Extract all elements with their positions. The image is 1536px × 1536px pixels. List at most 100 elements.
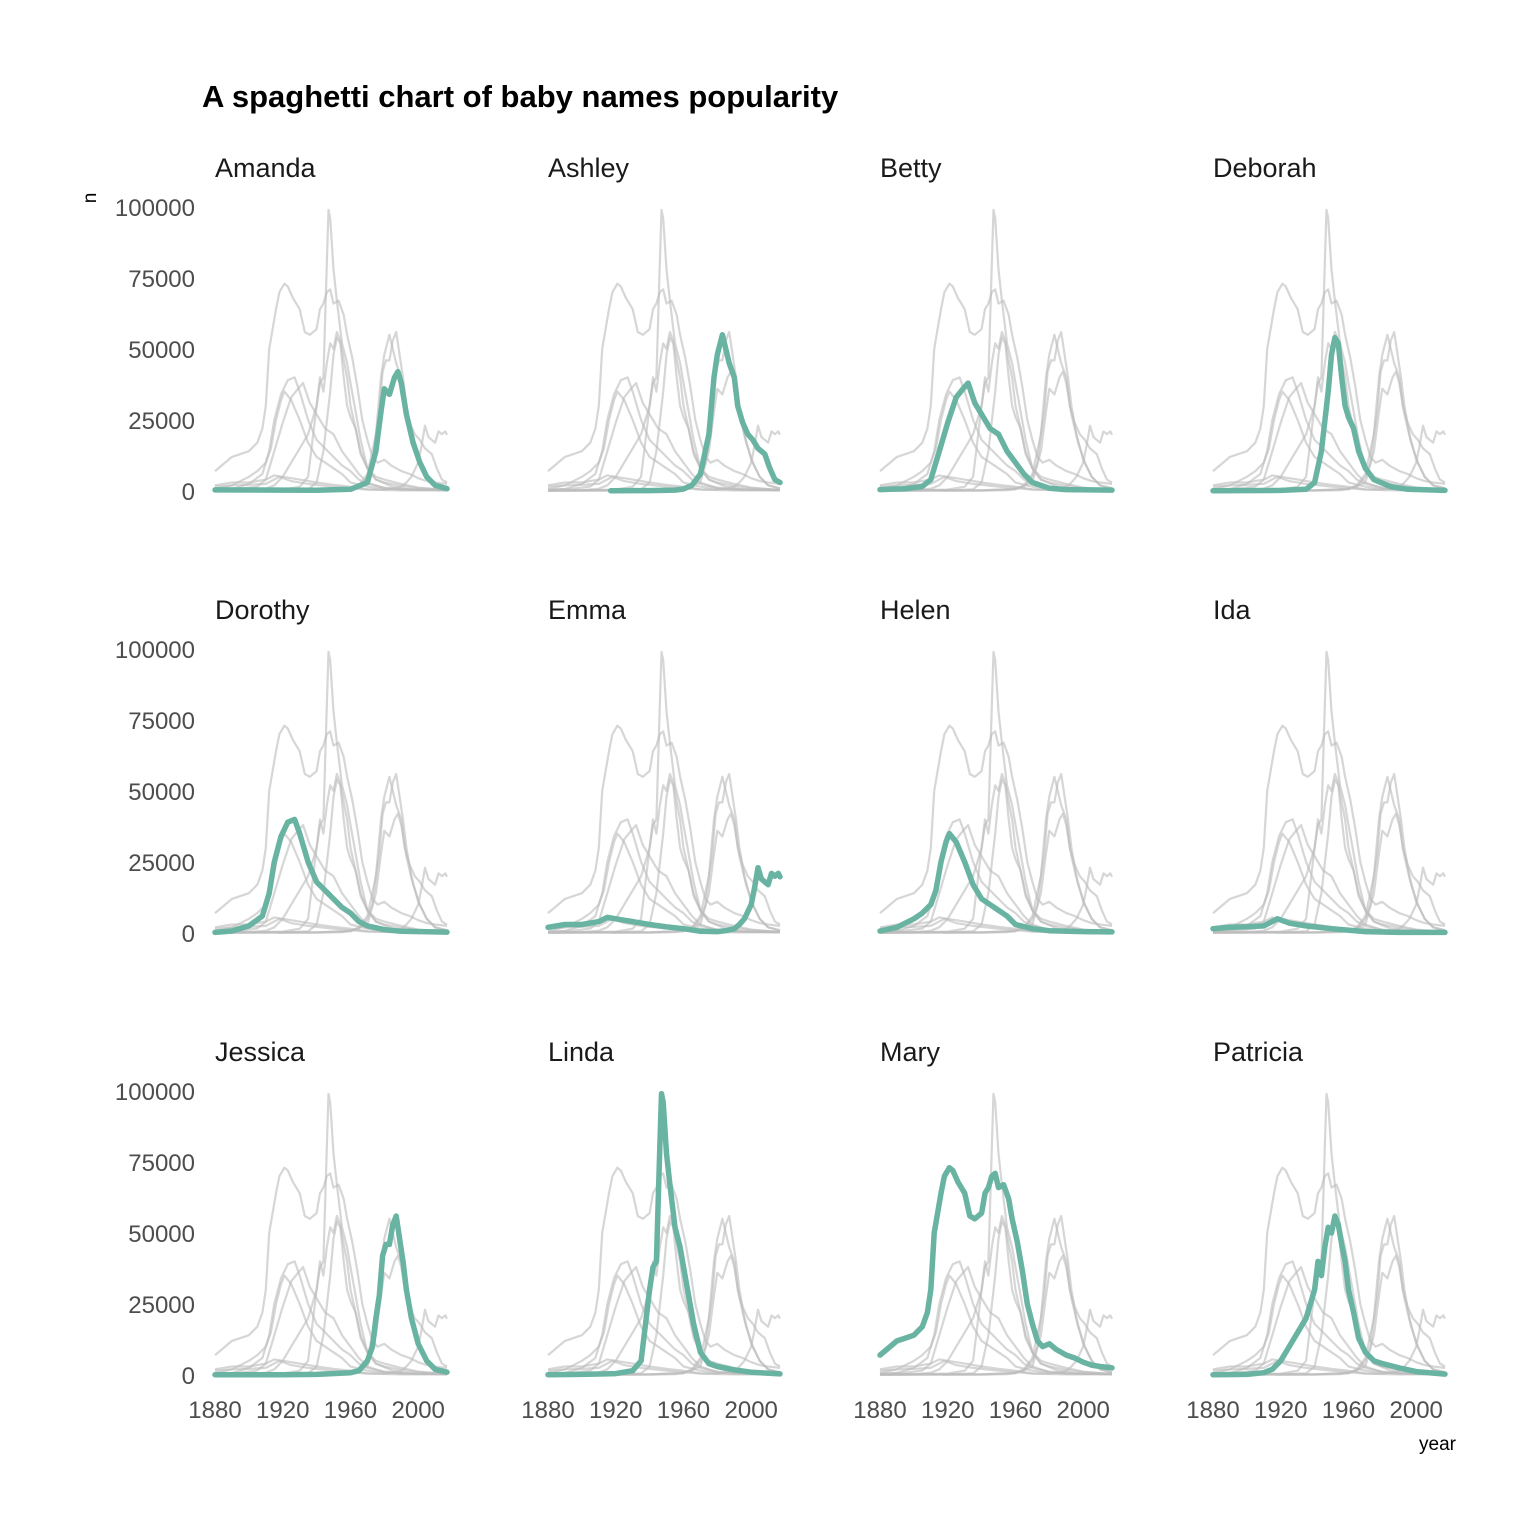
background-line-ida bbox=[214, 1359, 447, 1376]
background-line-patricia bbox=[879, 330, 1113, 492]
background-line-jessica bbox=[880, 772, 1113, 934]
background-line-helen bbox=[1212, 390, 1446, 491]
x-tick-label: 1880 bbox=[853, 1397, 906, 1424]
facet-label: Jessica bbox=[215, 1037, 306, 1067]
y-tick-label: 25000 bbox=[128, 1292, 195, 1319]
y-tick-label: 50000 bbox=[128, 337, 195, 364]
background-line-dorothy bbox=[1212, 818, 1446, 934]
background-line-linda bbox=[214, 208, 448, 492]
x-tick-label: 1880 bbox=[188, 1397, 241, 1424]
highlight-line-deborah bbox=[1210, 334, 1448, 494]
highlight-line-helen bbox=[877, 830, 1115, 935]
facet-panel-betty: Betty bbox=[877, 153, 1115, 493]
background-line-emma bbox=[879, 1308, 1113, 1375]
background-line-dorothy bbox=[547, 376, 781, 492]
background-line-jessica bbox=[548, 1214, 781, 1376]
background-line-ida bbox=[879, 1359, 1112, 1376]
background-line-emma bbox=[547, 424, 781, 491]
facet-label: Mary bbox=[880, 1037, 940, 1067]
background-line-helen bbox=[547, 832, 781, 933]
facet-label: Ashley bbox=[548, 153, 630, 183]
background-line-dorothy bbox=[1212, 1260, 1446, 1376]
x-tick-label: 1960 bbox=[1322, 1397, 1375, 1424]
background-line-linda bbox=[547, 650, 781, 934]
facet-label: Emma bbox=[548, 595, 627, 625]
y-tick-label: 50000 bbox=[128, 779, 195, 806]
background-line-patricia bbox=[547, 330, 781, 492]
x-tick-label: 1880 bbox=[1186, 1397, 1239, 1424]
facet-panel-dorothy: Dorothy 0 25000 50000 75000 100000 bbox=[115, 595, 450, 948]
background-line-mary bbox=[879, 724, 1113, 927]
background-line-emma bbox=[214, 424, 448, 491]
background-line-mary bbox=[1212, 282, 1446, 485]
x-tick-label: 2000 bbox=[1057, 1397, 1110, 1424]
facet-label: Dorothy bbox=[215, 595, 310, 625]
background-line-patricia bbox=[214, 330, 448, 492]
background-line-jessica bbox=[880, 1214, 1113, 1376]
highlight-line-linda bbox=[545, 1091, 783, 1378]
x-tick-label: 1920 bbox=[1254, 1397, 1307, 1424]
facet-label: Betty bbox=[880, 153, 942, 183]
y-axis-title: n bbox=[80, 193, 101, 204]
facet-panel-mary: Mary 1880 1920 1960 2000 bbox=[853, 1037, 1115, 1424]
highlight-line-mary bbox=[877, 1164, 1115, 1371]
background-line-mary bbox=[214, 1166, 448, 1369]
background-line-patricia bbox=[214, 772, 448, 934]
background-line-ida bbox=[214, 475, 447, 492]
facet-panels: Amanda 0 25000 50000 75000 100000 Ashley Betty D… bbox=[115, 153, 1448, 1424]
facet-panel-amanda: Amanda 0 25000 50000 75000 100000 bbox=[115, 153, 450, 506]
background-line-patricia bbox=[547, 772, 781, 934]
x-tick-label: 2000 bbox=[725, 1397, 778, 1424]
x-tick-label: 1920 bbox=[256, 1397, 309, 1424]
background-line-jessica bbox=[215, 772, 448, 934]
background-line-patricia bbox=[1212, 772, 1446, 934]
background-line-betty bbox=[879, 1266, 1113, 1376]
background-line-dorothy bbox=[547, 1260, 781, 1376]
y-tick-label: 0 bbox=[182, 1363, 195, 1390]
facet-panel-emma: Emma bbox=[545, 595, 783, 935]
background-line-jessica bbox=[1213, 330, 1446, 492]
x-tick-label: 2000 bbox=[392, 1397, 445, 1424]
background-line-jessica bbox=[1213, 1214, 1446, 1376]
y-tick-label: 75000 bbox=[128, 1150, 195, 1177]
background-line-patricia bbox=[879, 1214, 1113, 1376]
facet-panel-ida: Ida bbox=[1210, 595, 1448, 936]
background-line-linda bbox=[879, 650, 1113, 934]
x-tick-label: 1920 bbox=[921, 1397, 974, 1424]
background-line-helen bbox=[879, 390, 1113, 491]
background-line-dorothy bbox=[547, 818, 781, 934]
background-line-betty bbox=[1212, 824, 1446, 934]
highlight-line-betty bbox=[877, 380, 1115, 493]
background-line-emma bbox=[214, 1308, 448, 1375]
x-tick-label: 1880 bbox=[521, 1397, 574, 1424]
highlight-line-amanda bbox=[212, 368, 450, 494]
x-tick-label: 1920 bbox=[589, 1397, 642, 1424]
highlight-line-jessica bbox=[212, 1213, 450, 1378]
background-line-linda bbox=[214, 1092, 448, 1376]
background-line-mary bbox=[1212, 724, 1446, 927]
background-line-linda bbox=[1212, 650, 1446, 934]
facet-panel-linda: Linda 1880 1920 1960 2000 bbox=[521, 1037, 783, 1424]
background-line-betty bbox=[547, 382, 781, 492]
y-tick-label: 100000 bbox=[115, 637, 195, 664]
background-line-linda bbox=[879, 208, 1113, 492]
y-tick-label: 75000 bbox=[128, 266, 195, 293]
background-line-ida bbox=[1212, 1359, 1445, 1376]
y-tick-label: 25000 bbox=[128, 850, 195, 877]
highlight-line-ida bbox=[1210, 916, 1448, 936]
y-tick-label: 25000 bbox=[128, 408, 195, 435]
x-tick-label: 2000 bbox=[1390, 1397, 1443, 1424]
highlight-line-ashley bbox=[607, 332, 783, 494]
facet-panel-patricia: Patricia 1880 1920 1960 2000 bbox=[1186, 1037, 1448, 1424]
x-tick-label: 1960 bbox=[324, 1397, 377, 1424]
background-line-dorothy bbox=[879, 1260, 1113, 1376]
y-tick-label: 100000 bbox=[115, 1079, 195, 1106]
facet-label: Patricia bbox=[1213, 1037, 1304, 1067]
facet-panel-helen: Helen bbox=[877, 595, 1115, 935]
facet-panel-deborah: Deborah bbox=[1210, 153, 1448, 494]
x-tick-label: 1960 bbox=[657, 1397, 710, 1424]
background-line-mary bbox=[547, 282, 781, 485]
highlight-line-dorothy bbox=[212, 816, 450, 936]
facet-panel-ashley: Ashley bbox=[547, 153, 783, 494]
x-tick-label: 1960 bbox=[989, 1397, 1042, 1424]
